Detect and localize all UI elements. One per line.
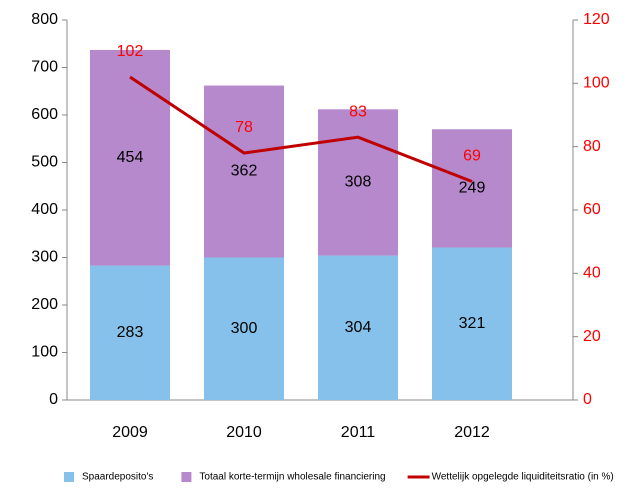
- y-tick-label: 400: [31, 201, 58, 218]
- line: [129, 75, 473, 183]
- bar: [432, 129, 512, 248]
- legend-label: Totaal korte-termijn wholesale financier…: [199, 472, 385, 483]
- y2-tick-label: 60: [583, 201, 601, 218]
- bar: [318, 255, 398, 400]
- legend-label: Wettelijk opgelegde liquiditeitsratio (i…: [432, 472, 614, 483]
- data-label: 249: [459, 180, 486, 197]
- data-label: 69: [463, 148, 481, 165]
- y2-tick-label: 120: [583, 11, 610, 28]
- y2-tick-label: 0: [583, 391, 592, 408]
- x-tick-label: 2010: [226, 424, 262, 441]
- bar: [90, 265, 170, 400]
- data-label: 300: [231, 320, 258, 337]
- bar: [204, 257, 284, 400]
- bar: [90, 49, 170, 266]
- data-label: 362: [231, 163, 258, 180]
- y-tick-label: 800: [31, 11, 58, 28]
- y-tick-label: 600: [31, 106, 58, 123]
- y-tick-label: 100: [31, 344, 58, 361]
- y-tick-label: 0: [49, 391, 58, 408]
- legend-swatch: [181, 472, 192, 482]
- data-label: 454: [117, 149, 144, 166]
- y2-tick-label: 20: [583, 328, 601, 345]
- x-tick-label: 2009: [112, 424, 148, 441]
- data-label: 283: [117, 324, 144, 341]
- y-tick-label: 500: [31, 154, 58, 171]
- y2-tick-label: 100: [583, 75, 610, 92]
- data-label: 78: [235, 119, 253, 136]
- data-label: 321: [459, 315, 486, 332]
- data-label: 102: [117, 43, 144, 60]
- data-label: 308: [345, 174, 372, 191]
- y-tick-label: 300: [31, 249, 58, 266]
- legend-swatch: [64, 472, 74, 482]
- x-tick-label: 2012: [454, 424, 490, 441]
- y-tick-label: 200: [31, 296, 58, 313]
- y2-tick-label: 80: [583, 138, 601, 155]
- legend-label: Spaardeposito's: [82, 472, 153, 483]
- y-tick-label: 700: [31, 59, 58, 76]
- x-tick-label: 2011: [341, 424, 376, 441]
- y2-tick-label: 40: [583, 265, 601, 282]
- bar: [204, 85, 284, 258]
- data-label: 83: [349, 103, 367, 120]
- data-label: 304: [345, 319, 372, 336]
- bar: [318, 109, 398, 256]
- bar: [432, 247, 512, 400]
